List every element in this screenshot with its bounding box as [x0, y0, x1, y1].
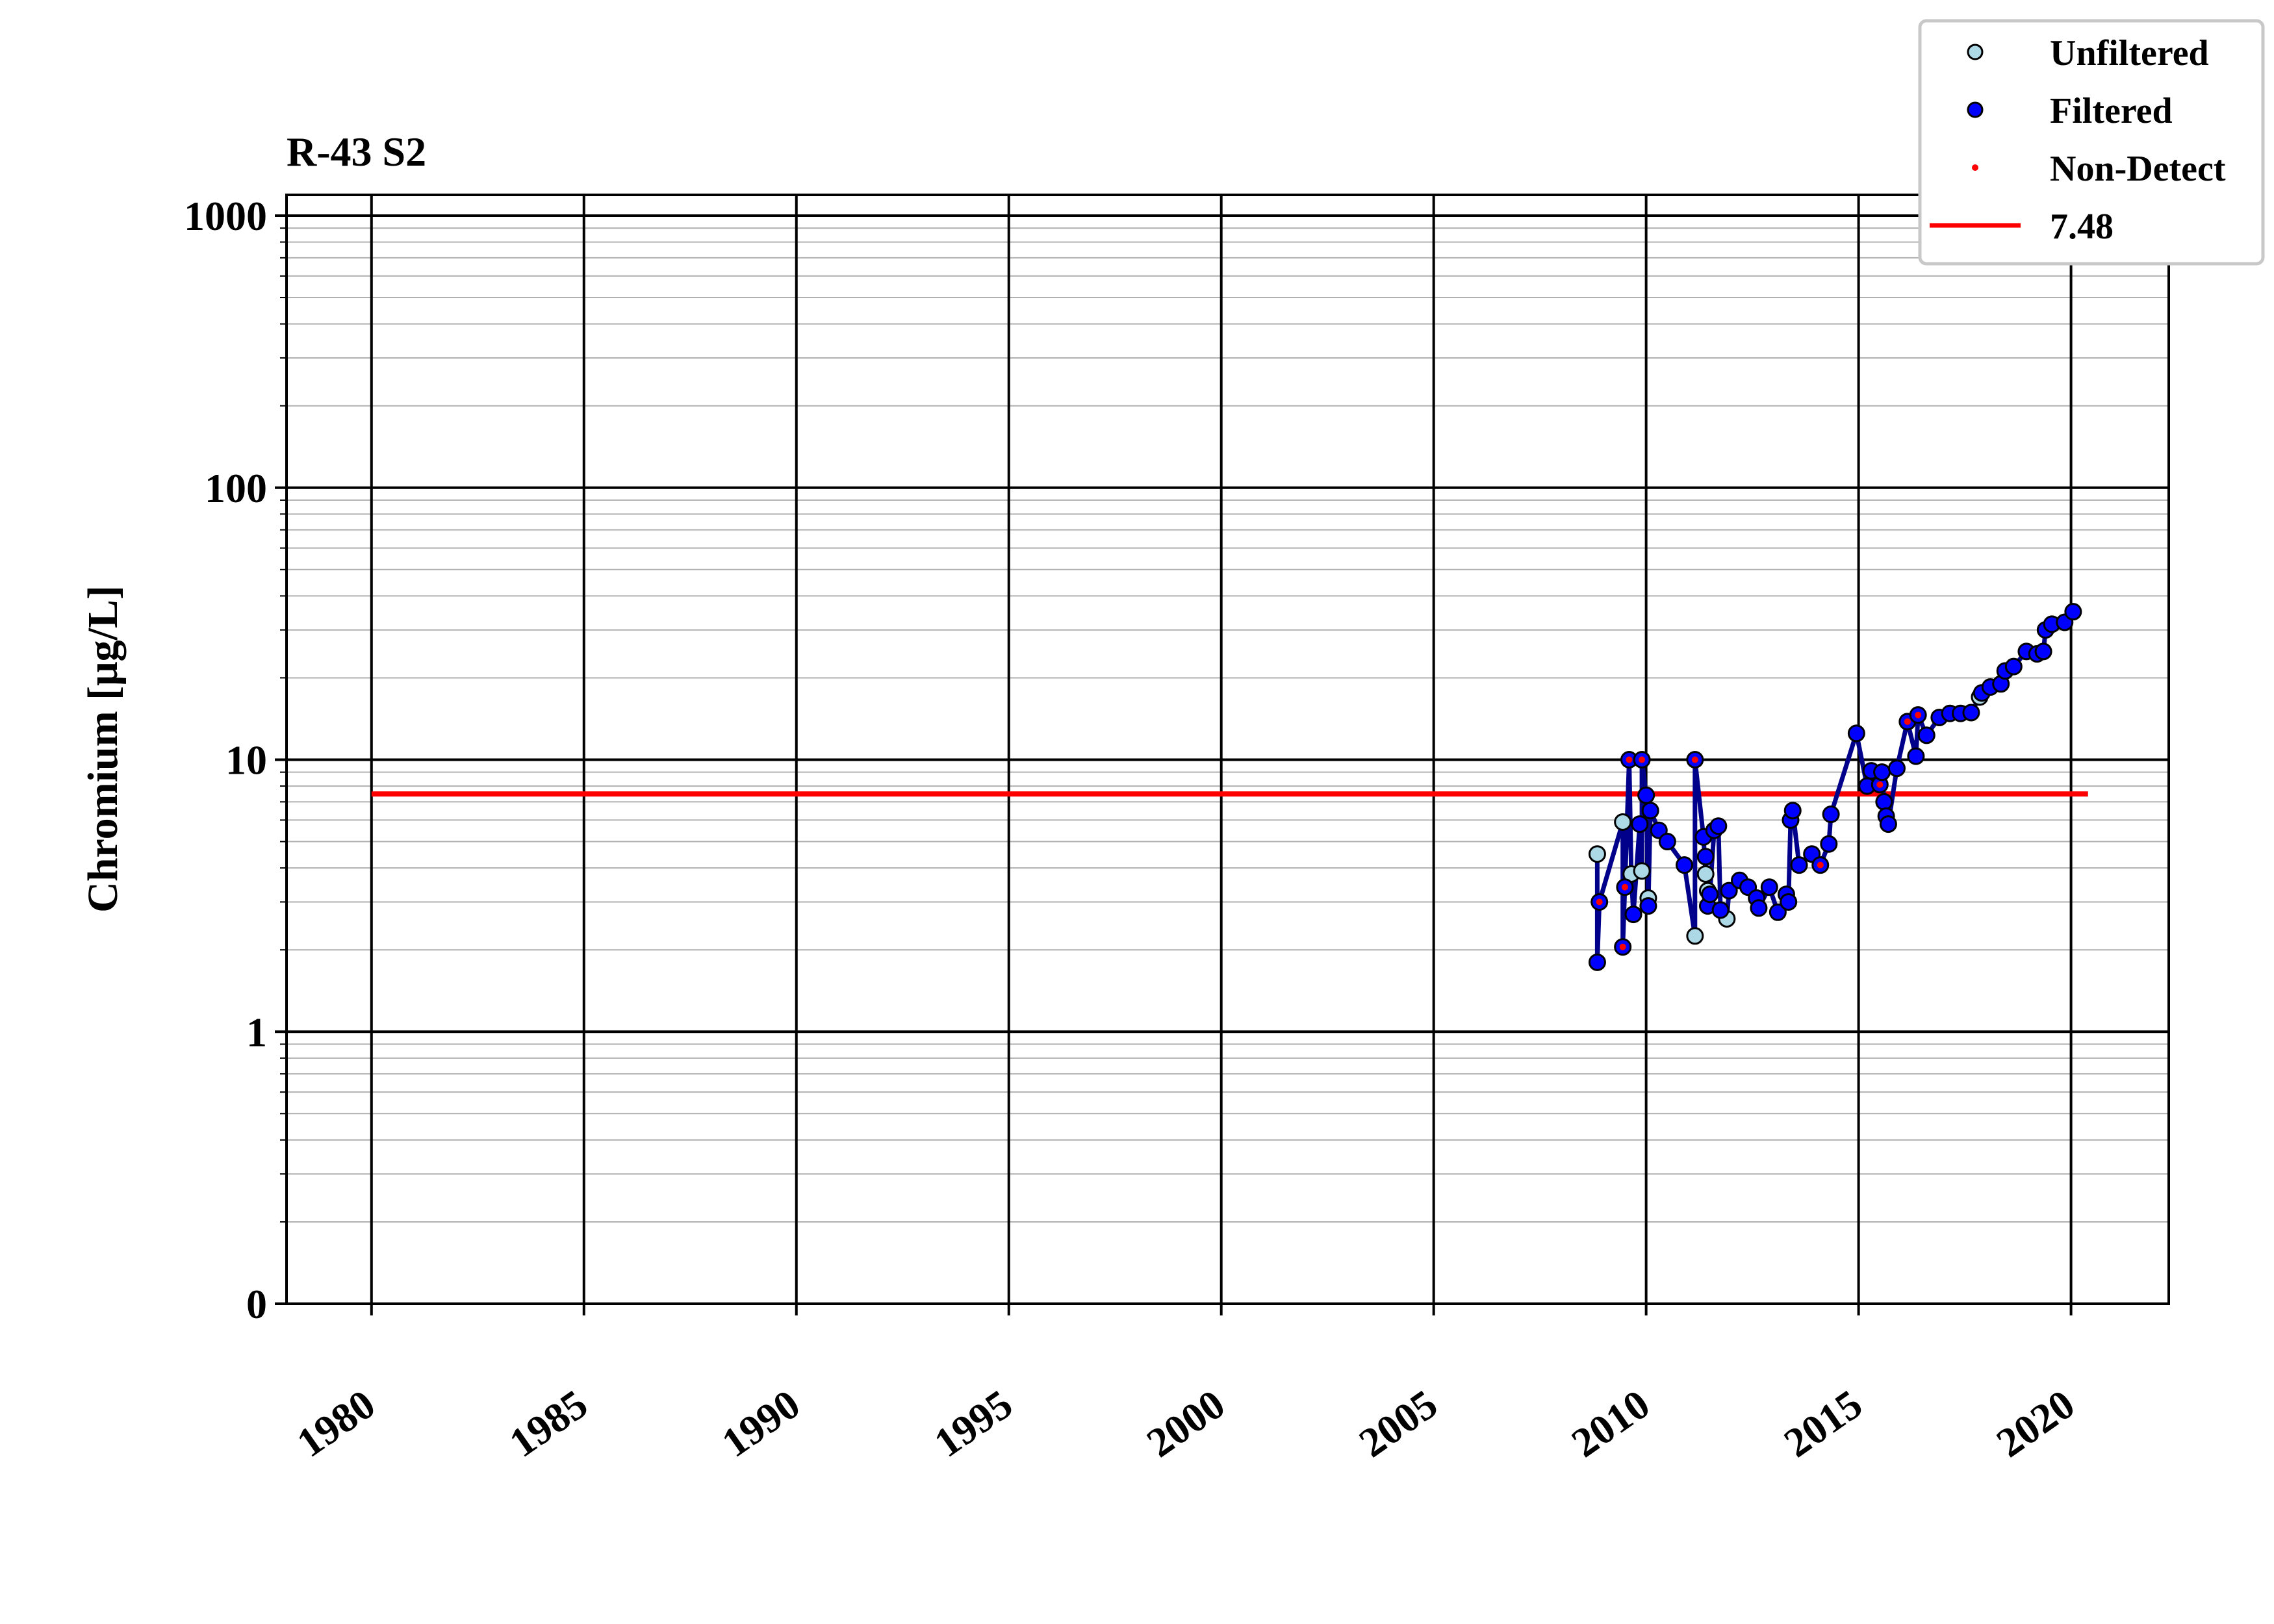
chart-title: R-43 S2: [287, 129, 426, 175]
nondetect-marker: [1817, 861, 1824, 869]
filtered-data-point: [1873, 763, 1891, 781]
nondetect-marker: [1619, 943, 1626, 950]
y-tick-label: 100: [205, 465, 267, 511]
x-axis-ticks: 1980 1985 1990 1995 2000 2005 2010 2015 2020: [288, 1304, 2083, 1466]
unfiltered-data-point: [1633, 862, 1651, 880]
filtered-data-point: [2064, 603, 2082, 621]
filtered-data-point: [1750, 899, 1768, 917]
legend-unfiltered-marker-icon: [1967, 44, 1984, 60]
major-gridlines: [287, 195, 2169, 1305]
filtered-data-point: [1709, 817, 1728, 835]
nondetect-marker: [1596, 898, 1603, 906]
filtered-data-point: [1639, 897, 1657, 915]
filtered-data-point: [1879, 815, 1897, 833]
y-tick-label: 1: [246, 1009, 267, 1055]
filtered-data-point: [1820, 835, 1838, 853]
nondetect-marker: [1876, 781, 1884, 788]
filtered-data-point: [1658, 833, 1676, 851]
filtered-data-point: [1588, 953, 1606, 971]
legend-box: [1918, 19, 2265, 266]
filtered-data-point: [1875, 793, 1893, 811]
filtered-data-point: [1720, 882, 1738, 900]
legend-nondetect-label: Non-Detect: [2050, 149, 2226, 189]
unfiltered-data-point: [1614, 813, 1632, 831]
filtered-data-point: [2034, 642, 2052, 661]
filtered-data-point: [1822, 806, 1840, 824]
filtered-data-point: [1769, 903, 1787, 921]
filtered-data-point: [1675, 856, 1693, 874]
series-points: [1588, 603, 2082, 971]
filtered-data-point: [1701, 885, 1719, 904]
filtered-data-point: [1641, 802, 1659, 820]
filtered-data-point: [1783, 802, 1802, 820]
plot-area-frame: [285, 194, 2170, 1305]
y-tick-label: 10: [225, 737, 267, 783]
legend-nondetect-dot-icon: [1972, 164, 1978, 171]
filtered-data-point: [1847, 724, 1865, 742]
unfiltered-data-point: [1686, 927, 1704, 945]
legend-reference-label: 7.48: [2050, 207, 2114, 247]
filtered-data-point: [1624, 906, 1642, 924]
y-tick-label: 1000: [184, 193, 267, 239]
filtered-data-point: [1780, 893, 1798, 911]
nondetect-marker: [1691, 756, 1698, 763]
legend-filtered-marker-icon: [1967, 101, 1984, 118]
filtered-data-point: [1907, 747, 1925, 765]
y-tick-label: 0: [246, 1281, 267, 1327]
nondetect-marker: [1621, 883, 1628, 891]
unfiltered-data-point: [1588, 845, 1606, 863]
filtered-data-point: [1790, 856, 1808, 874]
filtered-data-point: [1760, 878, 1778, 896]
nondetect-marker: [1626, 756, 1633, 763]
filtered-data-point: [1962, 704, 1980, 722]
filtered-data-point: [1711, 901, 1730, 919]
filtered-data-point: [1631, 815, 1649, 833]
legend: Unfiltered Filtered Non-Detect 7.48: [1918, 19, 2265, 266]
nondetect-marker: [1915, 711, 1922, 718]
unfiltered-data-point: [1696, 865, 1715, 883]
filtered-data-point: [2004, 657, 2023, 676]
filtered-data-point: [1917, 726, 1935, 744]
filtered-data-point: [1696, 848, 1715, 866]
nondetect-marker: [1904, 718, 1911, 725]
legend-unfiltered-label: Unfiltered: [2050, 33, 2209, 73]
nondetect-marker: [1639, 756, 1646, 763]
y-axis-label: Chromium [μg/L]: [79, 585, 127, 913]
filtered-data-point: [1637, 786, 1655, 804]
y-axis-ticks: 0 1 10 100 1000: [184, 193, 287, 1327]
legend-filtered-label: Filtered: [2050, 91, 2173, 131]
minor-gridlines: [287, 227, 2169, 1223]
filtered-data-point: [1887, 759, 1906, 778]
